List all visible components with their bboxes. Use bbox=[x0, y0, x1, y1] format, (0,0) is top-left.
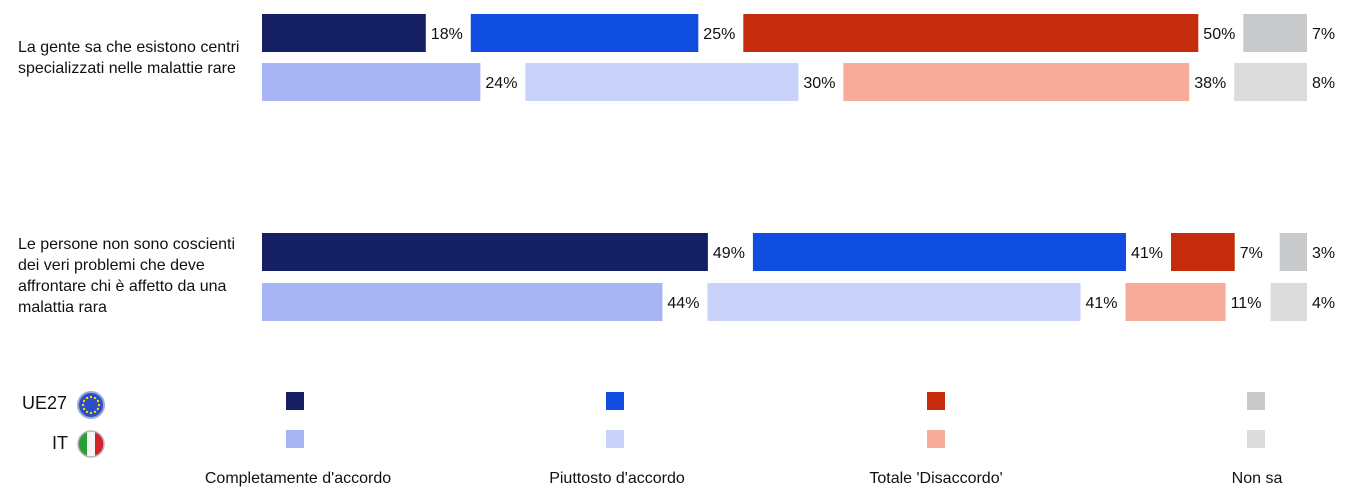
legend-label-non-sa: Non sa bbox=[1231, 470, 1283, 487]
bar-ue27-q2-completamente-d-accordo bbox=[262, 233, 708, 271]
data-label-ue27-q2-totale-disaccordo: 7% bbox=[1240, 245, 1263, 262]
bar-ue27-q2-non-sa bbox=[1279, 233, 1307, 271]
data-label-it-q2-piuttosto-d-accordo: 41% bbox=[1086, 295, 1118, 312]
bar-ue27-q1-totale-disaccordo bbox=[743, 14, 1199, 52]
eu-flag-icon bbox=[77, 391, 105, 419]
data-label-it-q2-non-sa: 4% bbox=[1312, 295, 1335, 312]
question-label-1: La gente sa che esistono centri speciali… bbox=[18, 39, 240, 77]
legend-label-completamente: Completamente d'accordo bbox=[204, 470, 392, 487]
data-label-it-q1-completamente-d-accordo: 24% bbox=[485, 75, 517, 92]
legend-swatch-ue27-completamente-d-accordo bbox=[286, 392, 304, 410]
bar-it-q2-totale-disaccordo bbox=[1125, 283, 1226, 321]
data-label-ue27-q1-totale-disaccordo: 50% bbox=[1203, 26, 1235, 43]
bar-ue27-q1-non-sa bbox=[1243, 14, 1307, 52]
legend-swatch-ue27-piuttosto-d-accordo bbox=[606, 392, 624, 410]
data-label-ue27-q2-piuttosto-d-accordo: 41% bbox=[1131, 245, 1163, 262]
legend-country-ue27: UE27 bbox=[22, 393, 68, 413]
italy-flag-icon bbox=[77, 430, 105, 458]
legend-swatch-ue27-non-sa bbox=[1247, 392, 1265, 410]
data-label-it-q2-totale-disaccordo: 11% bbox=[1231, 295, 1262, 312]
data-label-ue27-q1-completamente-d-accordo: 18% bbox=[431, 26, 463, 43]
data-label-ue27-q1-piuttosto-d-accordo: 25% bbox=[703, 26, 735, 43]
bar-ue27-q1-piuttosto-d-accordo bbox=[470, 14, 699, 52]
bar-it-q1-piuttosto-d-accordo bbox=[525, 63, 799, 101]
legend-swatch-it-completamente-d-accordo bbox=[286, 430, 304, 448]
legend-swatch-it-non-sa bbox=[1247, 430, 1265, 448]
bar-ue27-q2-totale-disaccordo bbox=[1171, 233, 1235, 271]
legend-label-piuttosto: Piuttosto d'accordo bbox=[549, 470, 685, 487]
legend-swatch-ue27-totale-disaccordo bbox=[927, 392, 945, 410]
bar-it-q1-completamente-d-accordo bbox=[262, 63, 481, 101]
bar-it-q2-non-sa bbox=[1270, 283, 1307, 321]
legend-swatch-it-totale-disaccordo bbox=[927, 430, 945, 448]
bar-it-q2-completamente-d-accordo bbox=[262, 283, 663, 321]
data-label-it-q1-non-sa: 8% bbox=[1312, 75, 1335, 92]
legend-swatch-it-piuttosto-d-accordo bbox=[606, 430, 624, 448]
data-label-ue27-q2-completamente-d-accordo: 49% bbox=[713, 245, 745, 262]
legend-country-it: IT bbox=[52, 433, 68, 453]
data-label-ue27-q2-non-sa: 3% bbox=[1312, 245, 1335, 262]
bar-it-q2-piuttosto-d-accordo bbox=[707, 283, 1081, 321]
question-label-2: Le persone non sono coscienti dei veri p… bbox=[18, 236, 236, 316]
data-label-it-q1-piuttosto-d-accordo: 30% bbox=[803, 75, 835, 92]
data-label-ue27-q1-non-sa: 7% bbox=[1312, 26, 1335, 43]
bar-it-q1-totale-disaccordo bbox=[843, 63, 1190, 101]
legend-label-disaccordo: Totale 'Disaccordo' bbox=[869, 470, 1003, 487]
bar-ue27-q2-piuttosto-d-accordo bbox=[752, 233, 1126, 271]
data-label-it-q2-completamente-d-accordo: 44% bbox=[667, 295, 699, 312]
bar-ue27-q1-completamente-d-accordo bbox=[262, 14, 426, 52]
data-label-it-q1-totale-disaccordo: 38% bbox=[1194, 75, 1226, 92]
bar-it-q1-non-sa bbox=[1234, 63, 1307, 101]
